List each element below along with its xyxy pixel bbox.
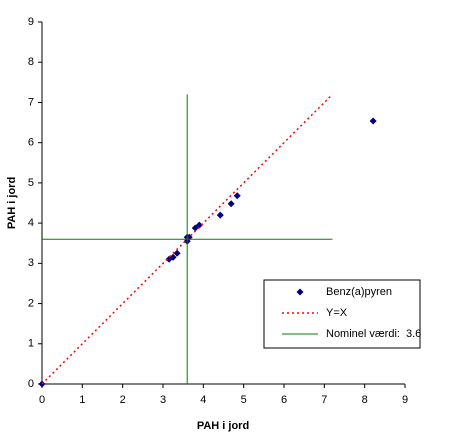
y-tick-label: 2: [28, 297, 34, 309]
legend-label: Nominel værdi: 3.6: [326, 328, 421, 340]
x-tick-label: 8: [362, 394, 368, 406]
legend-name: Y=X: [326, 307, 348, 319]
x-tick-label: 6: [281, 394, 287, 406]
y-tick-label: 0: [28, 378, 34, 390]
y-tick-label: 9: [28, 16, 34, 28]
y-tick-label: 8: [28, 56, 34, 68]
point: [227, 200, 235, 208]
y-tick-label: 5: [28, 177, 34, 189]
x-axis-label: PAH i jord: [197, 420, 249, 432]
y-tick-label: 1: [28, 338, 34, 350]
legend-marker: [296, 288, 304, 296]
x-tick-label: 3: [160, 394, 166, 406]
y-tick-label: 3: [28, 257, 34, 269]
y-tick-label: 4: [28, 217, 34, 229]
legend-name: Nominel værdi:: [326, 328, 400, 340]
x-tick-label: 1: [79, 394, 85, 406]
y-tick-label: 6: [28, 137, 34, 149]
point: [169, 253, 177, 261]
x-tick-label: 0: [39, 394, 45, 406]
legend-value: 3.6: [406, 328, 421, 340]
x-tick-label: 2: [120, 394, 126, 406]
y-tick-label: 7: [28, 96, 34, 108]
x-tick-label: 7: [321, 394, 327, 406]
x-tick-label: 5: [241, 394, 247, 406]
legend: Benz(a)pyren Y=X Nominel værdi: 3.6: [263, 279, 421, 349]
point: [195, 221, 203, 229]
point: [173, 249, 181, 257]
point: [165, 255, 173, 263]
point: [233, 192, 241, 200]
legend-label: Benz(a)pyren: [326, 286, 392, 298]
legend-box: [263, 279, 421, 349]
point: [369, 117, 377, 125]
y-axis-label: PAH i jord: [6, 177, 18, 229]
legend-label: Y=X: [326, 307, 348, 319]
x-tick-label: 9: [402, 394, 408, 406]
x-tick-label: 4: [200, 394, 206, 406]
legend-name: Benz(a)pyren: [326, 286, 392, 298]
point: [216, 211, 224, 219]
